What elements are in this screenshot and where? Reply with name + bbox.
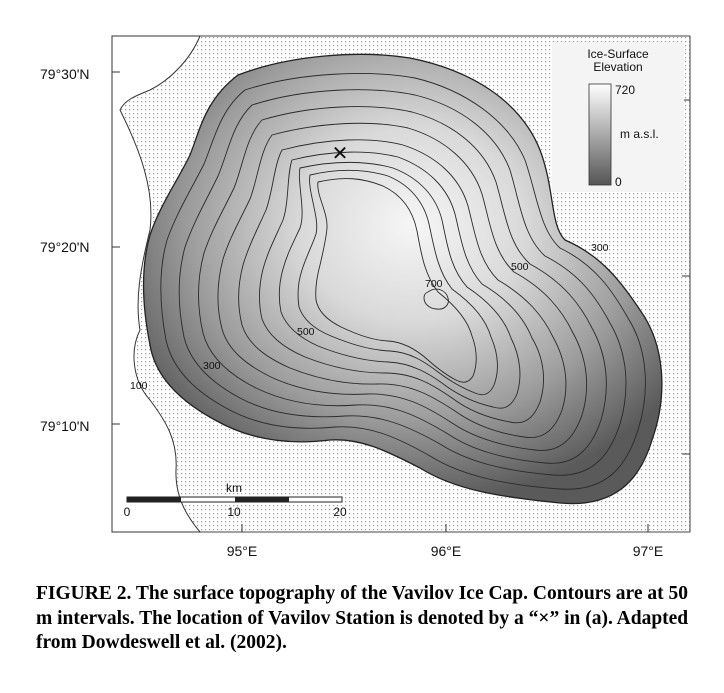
station-marker: ✕ xyxy=(332,143,349,165)
legend-min: 0 xyxy=(615,175,622,189)
scale-unit: km xyxy=(226,481,242,495)
contour-line xyxy=(423,288,449,310)
lon-label-95: 95°E xyxy=(227,543,258,559)
figure-caption: FIGURE 2. The surface topography of the … xyxy=(36,583,689,653)
scale-tick-0: 0 xyxy=(124,505,131,519)
ice-cap xyxy=(142,53,663,505)
contour-label: 300 xyxy=(591,242,609,254)
lon-label-97: 97°E xyxy=(633,543,664,559)
legend-max: 720 xyxy=(615,83,635,97)
legend-subtitle: Elevation xyxy=(593,60,642,74)
contour-label: 300 xyxy=(203,360,221,372)
scale-tick-10: 10 xyxy=(227,505,241,519)
land-area xyxy=(111,35,202,533)
contour-line xyxy=(238,139,567,439)
contour-label: 100 xyxy=(130,380,148,392)
scale-tick-20: 20 xyxy=(333,505,347,519)
contour-line xyxy=(278,161,521,409)
contour-label-group: 100 300 500 700 500 300 xyxy=(130,242,609,392)
contour-line xyxy=(198,106,607,464)
ice-cap-map: 100 300 500 700 500 300 ✕ 79°30'N 79°20'… xyxy=(40,35,691,559)
scale-bar: km 0 10 20 xyxy=(124,481,347,519)
lat-label-79-10: 79°10'N xyxy=(40,418,90,434)
legend-unit: m a.s.l. xyxy=(620,127,659,141)
elevation-legend: Ice-Surface Elevation 720 m a.s.l. 0 xyxy=(552,42,684,192)
contour-line xyxy=(160,73,646,490)
lat-label-79-20: 79°20'N xyxy=(40,239,90,255)
contour-line xyxy=(217,122,588,451)
legend-title: Ice-Surface xyxy=(587,47,649,61)
frame-ticks xyxy=(112,71,690,532)
contour-line xyxy=(259,151,544,424)
lon-label-96: 96°E xyxy=(431,543,462,559)
contour-lines xyxy=(160,73,646,490)
lat-label-79-30: 79°30'N xyxy=(40,66,90,82)
contour-label: 500 xyxy=(297,326,315,338)
contour-label: 700 xyxy=(425,278,443,290)
contour-line xyxy=(315,178,477,383)
legend-colorbar xyxy=(588,83,612,186)
contour-line xyxy=(297,169,498,396)
contour-label: 500 xyxy=(511,261,529,273)
contour-line xyxy=(178,89,627,476)
